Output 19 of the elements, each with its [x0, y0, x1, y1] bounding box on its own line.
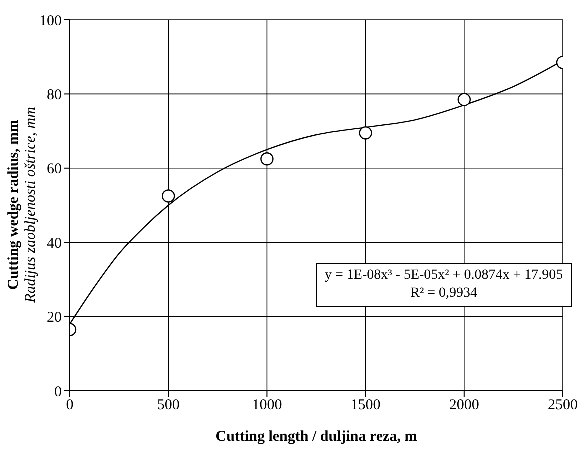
annotation: R² = 0,9934 — [410, 285, 479, 303]
point — [359, 126, 372, 140]
point — [260, 152, 274, 166]
x-tick-label: 1000 — [252, 398, 282, 414]
x-tick-label: 1500 — [350, 398, 381, 414]
y-tick-label: 80 — [47, 88, 62, 104]
y-tick-label: 20 — [47, 310, 62, 326]
y-tick-label: 100 — [40, 13, 62, 30]
y-tick-label: 60 — [47, 162, 62, 178]
x-tick-label: 2500 — [548, 398, 578, 414]
x-tick-label: 500 — [157, 398, 180, 414]
x-tick-label: 0 — [66, 398, 74, 414]
annotation: y = 1E-08x³ - 5E-05x² + 0.0874x + 17.905 — [325, 267, 564, 285]
x-axis-title: Cutting length / duljina reza, m — [216, 429, 418, 445]
x-tick-label: 2000 — [449, 398, 480, 414]
y-tick-label: 0 — [54, 384, 62, 400]
y-tick-label: 40 — [47, 236, 62, 252]
text-box: y = 1E-08x³ - 5E-05x² + 0.0874x + 17.905 R² = 0,9934 — [316, 263, 572, 307]
y-axis-title: Cutting wedge radius, mm Radijus zaobljenosti oštrice, mm — [6, 106, 39, 304]
